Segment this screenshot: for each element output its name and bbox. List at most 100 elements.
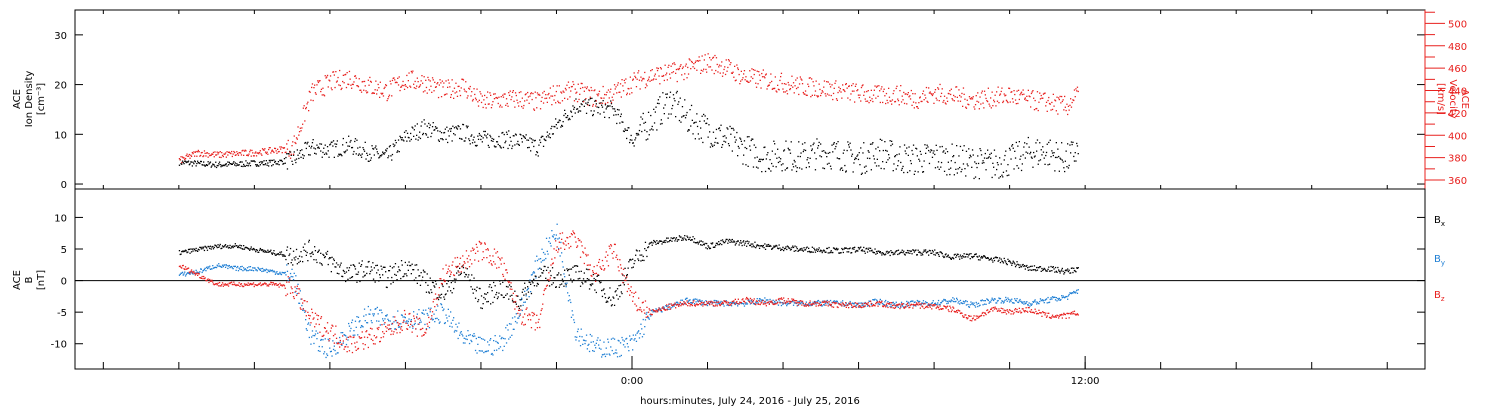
data-point (696, 60, 699, 62)
data-point (293, 151, 295, 153)
data-point (314, 84, 316, 86)
data-point (1070, 141, 1073, 143)
data-point (211, 268, 213, 270)
data-point (968, 306, 970, 308)
data-point (1035, 270, 1037, 272)
data-point (459, 334, 461, 336)
data-point (792, 304, 795, 306)
data-point (313, 259, 315, 261)
data-point (322, 87, 324, 89)
data-point (960, 256, 962, 258)
data-point (455, 126, 457, 128)
data-point (859, 164, 861, 166)
data-point (674, 100, 676, 102)
data-point (773, 140, 775, 142)
data-point (204, 267, 206, 269)
data-point (269, 147, 271, 149)
data-point (289, 150, 291, 153)
data-point (998, 102, 1000, 104)
data-point (319, 350, 321, 352)
data-point (1052, 266, 1054, 268)
data-point (515, 303, 517, 305)
data-point (326, 146, 329, 148)
data-point (1035, 108, 1037, 110)
data-point (545, 257, 547, 260)
data-point (990, 107, 992, 109)
data-point (916, 106, 918, 108)
data-point (719, 72, 721, 74)
data-point (530, 283, 532, 285)
data-point (367, 79, 369, 81)
data-point (564, 269, 566, 271)
data-point (500, 294, 502, 296)
data-point (916, 148, 918, 150)
data-point (517, 140, 519, 143)
data-point (747, 81, 749, 83)
data-point (928, 162, 931, 165)
data-point (1045, 270, 1048, 272)
data-point (690, 60, 693, 63)
data-point (187, 248, 190, 251)
data-point (498, 347, 500, 350)
data-point (1062, 295, 1064, 297)
data-point (194, 272, 196, 274)
data-point (1058, 98, 1060, 101)
data-point (1068, 269, 1070, 271)
data-point (258, 267, 260, 270)
data-point (435, 127, 437, 129)
data-point (288, 254, 290, 257)
series-bx (178, 235, 1079, 310)
data-point (352, 334, 354, 336)
data-point (691, 302, 693, 304)
data-point (442, 86, 444, 88)
data-point (216, 151, 218, 153)
data-point (869, 247, 872, 249)
data-point (194, 272, 196, 274)
data-point (385, 271, 387, 273)
data-point (257, 152, 259, 154)
data-point (624, 346, 626, 348)
data-point (540, 136, 542, 139)
data-point (320, 252, 322, 254)
data-point (791, 75, 793, 77)
data-point (367, 160, 369, 162)
data-point (837, 248, 839, 250)
data-point (346, 149, 348, 151)
data-point (279, 251, 281, 253)
data-point (265, 268, 267, 270)
data-point (926, 251, 928, 253)
data-point (925, 252, 928, 254)
data-point (434, 321, 436, 323)
data-point (980, 103, 982, 105)
data-point (810, 304, 812, 307)
data-point (824, 93, 826, 95)
data-point (544, 139, 546, 141)
data-point (532, 92, 534, 95)
data-point (617, 298, 619, 300)
data-point (342, 342, 344, 344)
data-point (412, 327, 414, 329)
data-point (366, 322, 369, 324)
data-point (805, 301, 807, 303)
data-point (948, 168, 950, 170)
data-point (804, 149, 807, 152)
data-point (1030, 156, 1033, 158)
data-point (1061, 297, 1063, 299)
data-point (312, 253, 314, 255)
data-point (729, 241, 731, 243)
data-point (1016, 261, 1018, 263)
data-point (908, 96, 910, 98)
data-point (586, 348, 588, 350)
data-point (447, 79, 449, 81)
data-point (786, 303, 789, 305)
data-point (334, 266, 336, 268)
y2-tick-label: 360 (1448, 176, 1467, 187)
data-point (182, 264, 184, 267)
data-point (956, 145, 958, 147)
data-point (1002, 101, 1004, 104)
data-point (1011, 298, 1013, 300)
data-point (656, 102, 659, 104)
data-point (653, 310, 656, 313)
data-point (924, 94, 926, 96)
data-point (895, 168, 897, 170)
